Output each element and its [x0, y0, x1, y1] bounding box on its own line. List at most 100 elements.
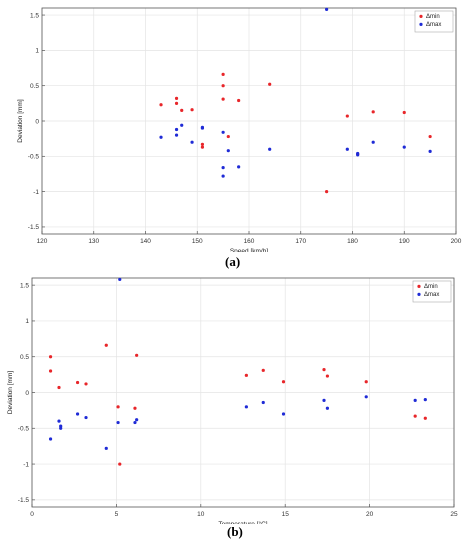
legend-box [414, 10, 454, 33]
min-deviation-point [190, 108, 194, 112]
min-deviation-point [118, 462, 122, 466]
min-deviation-point [268, 82, 272, 86]
x-axis-label: Temperature [°C] [218, 520, 267, 524]
max-deviation-point [133, 420, 137, 425]
max-deviation-point [413, 398, 417, 402]
max-deviation-point [116, 420, 120, 425]
min-deviation-point [226, 134, 230, 139]
y-tick-label: 0 [35, 118, 39, 125]
max-deviation-point [118, 277, 122, 282]
panel-caption-a: (a) [225, 254, 241, 269]
speed-deviation-chart: 120 130 140 150 160 170 180 190 200 -1.5 -1 -0.5 0 0.… [17, 7, 462, 252]
y-tick-label: -1.5 [18, 497, 30, 504]
min-deviation-point [84, 382, 88, 386]
y-tick-label: 0.5 [30, 83, 39, 90]
temperature-deviation-chart: 0 5 10 15 20 25 -1.5 -1 -0.5 0 0.5 1 1.5 Temperature … [7, 277, 458, 524]
x-tick-label: 200 [451, 238, 462, 245]
max-deviation-point [237, 165, 241, 169]
min-deviation-point [200, 142, 205, 146]
min-deviation-point [200, 145, 205, 149]
legend-max-marker [417, 292, 421, 296]
min-deviation-point [48, 355, 53, 359]
x-tick-label: 10 [197, 511, 205, 518]
max-deviation-point [364, 395, 368, 399]
min-deviation-point [325, 190, 329, 194]
x-axis-label: Speed [km/h] [230, 248, 268, 252]
y-tick-label: 0 [25, 390, 29, 397]
legend-min-marker [419, 14, 423, 18]
max-deviation-point [221, 166, 225, 170]
max-deviation-point [59, 426, 63, 430]
legend-min-label: Δmin [426, 14, 440, 20]
y-tick-label: 1.5 [20, 282, 29, 289]
x-tick-label: 15 [282, 511, 290, 518]
min-deviation-point [244, 373, 248, 377]
x-tick-label: 25 [450, 511, 458, 518]
max-deviation-point [261, 400, 265, 405]
min-deviation-point [135, 353, 139, 357]
legend-max-label: Δmax [426, 22, 441, 28]
max-deviation-point [174, 133, 179, 137]
max-deviation-point [226, 149, 230, 153]
max-deviation-point [268, 147, 272, 151]
min-deviation-point [159, 103, 163, 107]
y-axis-label: Deviation [mm] [7, 371, 14, 415]
min-deviation-point [221, 97, 225, 101]
max-deviation-point [371, 140, 375, 144]
min-deviation-point [221, 72, 225, 76]
min-deviation-point [237, 98, 241, 103]
x-tick-label: 170 [295, 238, 306, 245]
min-deviation-point [364, 380, 368, 384]
x-tick-label: 160 [244, 238, 255, 245]
min-deviation-point [281, 380, 286, 384]
max-deviation-point [356, 153, 360, 157]
min-deviation-point [104, 343, 108, 347]
max-deviation-point [190, 140, 194, 144]
min-deviation-point [413, 414, 417, 418]
min-deviation-point [75, 380, 80, 385]
x-tick-label: 140 [140, 238, 151, 245]
x-tick-label: 130 [88, 238, 99, 245]
max-deviation-point [221, 130, 225, 134]
legend-box [412, 280, 452, 303]
max-deviation-point [322, 398, 326, 402]
y-tick-label: -1 [33, 189, 39, 196]
max-deviation-point [57, 419, 61, 423]
max-deviation-point [75, 412, 80, 416]
min-deviation-point [261, 368, 265, 372]
min-deviation-point [133, 406, 137, 410]
max-deviation-point [174, 127, 179, 132]
y-tick-label: -0.5 [28, 154, 40, 161]
x-tick-label: 20 [366, 511, 374, 518]
max-deviation-point [244, 405, 248, 409]
max-deviation-point [402, 145, 406, 149]
max-deviation-point [200, 125, 205, 129]
max-deviation-point [281, 412, 286, 416]
min-deviation-point [57, 385, 61, 390]
max-deviation-point [325, 406, 329, 410]
legend-max-label: Δmax [424, 292, 439, 298]
min-deviation-point [116, 405, 120, 409]
legend-min-marker [417, 284, 421, 288]
x-tick-label: 190 [399, 238, 410, 245]
min-deviation-point [345, 114, 349, 118]
x-tick-label: 5 [115, 511, 119, 518]
y-tick-label: 1 [35, 48, 39, 55]
legend-max-marker [419, 22, 423, 26]
min-deviation-point [174, 96, 179, 100]
max-deviation-point [135, 418, 139, 422]
y-tick-label: -0.5 [18, 426, 30, 433]
max-deviation-point [180, 123, 184, 127]
max-deviation-point [104, 446, 108, 450]
min-deviation-point [48, 369, 53, 373]
y-axis-label: Deviation [mm] [17, 99, 24, 143]
min-deviation-point [180, 108, 184, 113]
x-tick-label: 150 [192, 238, 203, 245]
min-deviation-point [423, 416, 427, 420]
max-deviation-point [345, 147, 349, 151]
y-tick-label: -1.5 [28, 224, 40, 231]
max-deviation-point [221, 174, 225, 178]
max-deviation-point [325, 7, 329, 12]
min-deviation-point [221, 84, 225, 88]
min-deviation-point [428, 134, 432, 139]
